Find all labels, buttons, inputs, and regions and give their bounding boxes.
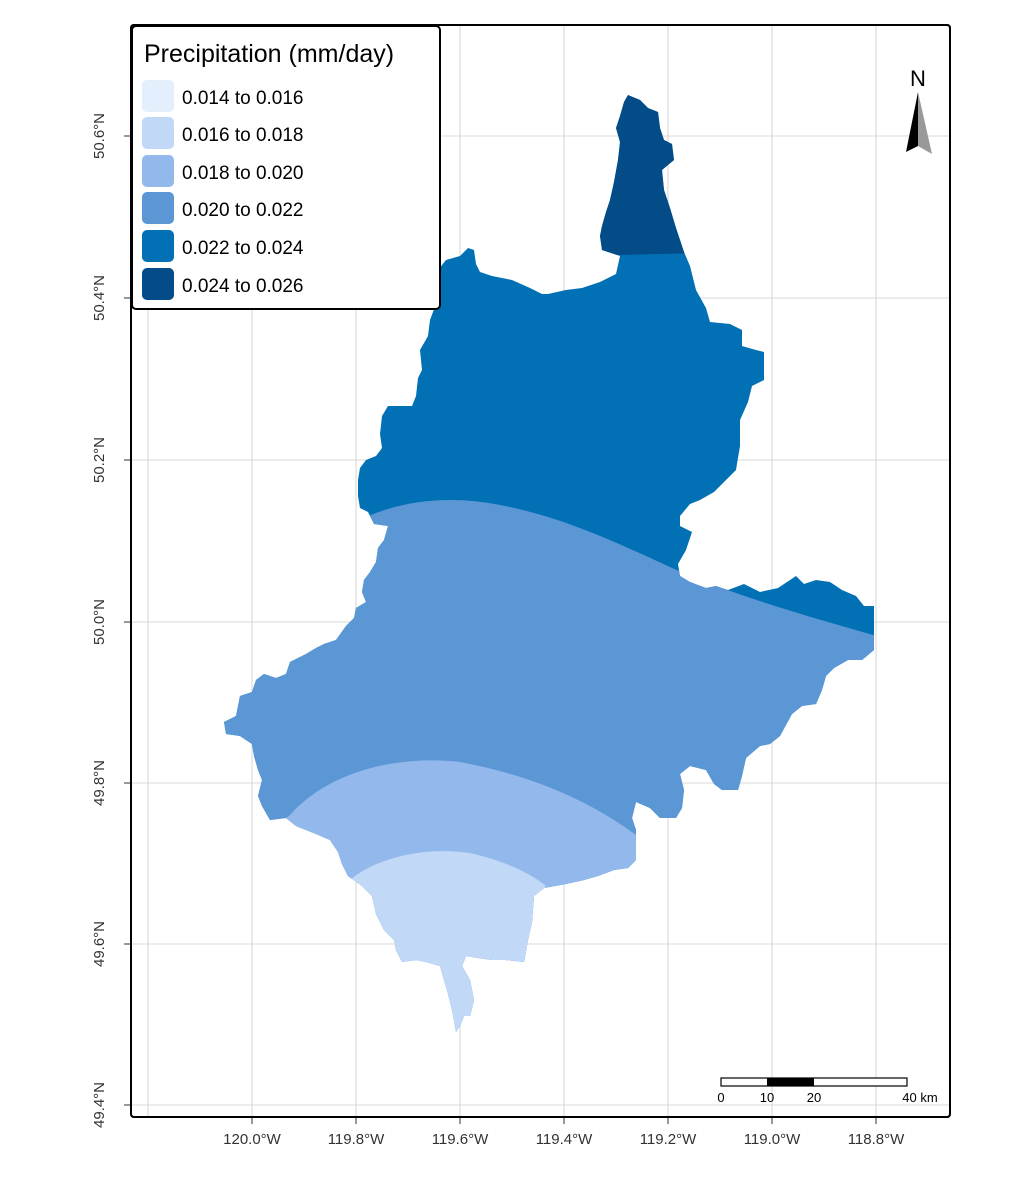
- x-tick-label: 118.8°W: [848, 1131, 905, 1148]
- x-axis-labels: 120.0°W 119.8°W 119.6°W 119.4°W 119.2°W …: [223, 1131, 905, 1148]
- scale-bar: 0 10 20 40 km: [717, 1077, 938, 1105]
- scale-label: 10: [760, 1090, 774, 1105]
- legend-item: 0.022 to 0.024: [142, 230, 304, 262]
- y-tick-label: 49.6°N: [91, 921, 108, 967]
- y-tick-label: 50.0°N: [91, 599, 108, 645]
- legend-label: 0.016 to 0.018: [182, 125, 304, 146]
- legend-item: 0.024 to 0.026: [142, 268, 304, 300]
- legend-label: 0.014 to 0.016: [182, 88, 304, 109]
- x-tick-label: 119.2°W: [640, 1131, 697, 1148]
- legend: Precipitation (mm/day) 0.014 to 0.016 0.…: [131, 25, 441, 310]
- north-arrow-right: [918, 92, 932, 154]
- axis-ticks: [124, 135, 877, 1124]
- y-tick-label: 50.4°N: [91, 275, 108, 321]
- x-tick-label: 120.0°W: [223, 1131, 282, 1148]
- legend-label: 0.022 to 0.024: [182, 238, 304, 259]
- legend-swatch: [142, 155, 174, 187]
- legend-swatch: [142, 230, 174, 262]
- legend-label: 0.024 to 0.026: [182, 276, 304, 297]
- legend-item: 0.014 to 0.016: [142, 80, 304, 112]
- north-arrow-icon: N: [906, 66, 932, 154]
- legend-box: [131, 25, 441, 310]
- plot-frame-border: [130, 24, 951, 1118]
- legend-swatch: [142, 80, 174, 112]
- legend-swatch: [142, 192, 174, 224]
- legend-swatch: [142, 268, 174, 300]
- north-label: N: [910, 66, 926, 91]
- legend-item: 0.020 to 0.022: [142, 192, 304, 224]
- y-tick-label: 49.8°N: [91, 760, 108, 806]
- legend-label: 0.018 to 0.020: [182, 163, 304, 184]
- legend-label: 0.020 to 0.022: [182, 200, 304, 221]
- x-tick-label: 119.0°W: [744, 1131, 801, 1148]
- scale-label: 40 km: [902, 1090, 937, 1105]
- legend-swatch: [142, 117, 174, 149]
- y-tick-label: 50.6°N: [91, 113, 108, 159]
- legend-title: Precipitation (mm/day): [144, 40, 394, 68]
- x-tick-label: 119.4°W: [536, 1131, 593, 1148]
- north-arrow-left: [906, 92, 918, 152]
- x-tick-label: 119.8°W: [328, 1131, 385, 1148]
- scale-label: 20: [807, 1090, 821, 1105]
- x-tick-label: 119.6°W: [432, 1131, 489, 1148]
- legend-item: 0.018 to 0.020: [142, 155, 304, 187]
- y-tick-label: 50.2°N: [91, 437, 108, 483]
- legend-item: 0.016 to 0.018: [142, 117, 304, 149]
- scale-bar-segment: [767, 1078, 814, 1086]
- scale-label: 0: [717, 1090, 724, 1105]
- y-axis-labels: 50.6°N 50.4°N 50.2°N 50.0°N 49.8°N 49.6°…: [91, 113, 108, 1128]
- y-tick-label: 49.4°N: [91, 1082, 108, 1128]
